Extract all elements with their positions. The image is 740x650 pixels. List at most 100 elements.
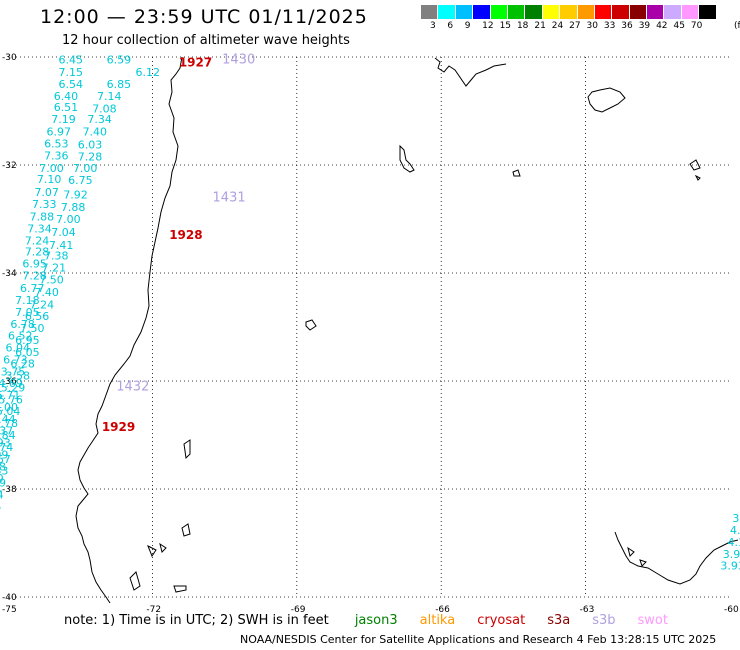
wave-height-value: 7.07 bbox=[34, 186, 59, 199]
scale-label: 6 bbox=[447, 21, 454, 31]
scale-swatch: 36 bbox=[612, 5, 633, 31]
coastline-small-l bbox=[627, 546, 635, 557]
orbit-label: 1928 bbox=[169, 228, 202, 242]
wave-height-value: 6.75 bbox=[68, 174, 93, 187]
wave-height-value: 7.04 bbox=[51, 226, 76, 239]
scale-label: 21 bbox=[534, 21, 546, 31]
wave-height-value: 4.68 bbox=[0, 460, 6, 473]
scale-swatch: 18 bbox=[507, 5, 528, 31]
wave-height-value: 7.33 bbox=[32, 198, 57, 211]
wave-height-value: 7.40 bbox=[83, 126, 108, 139]
map-subtitle: 12 hour collection of altimeter wave hei… bbox=[62, 33, 350, 48]
wave-height-value: 7.15 bbox=[59, 66, 84, 79]
wave-height-value: 5.71 bbox=[0, 389, 20, 402]
wave-height-value: 6.95 bbox=[15, 334, 40, 347]
wave-height-value: 6.54 bbox=[59, 78, 84, 91]
coastline-small-g bbox=[181, 523, 191, 537]
orbit-labels: 1927 1430 1431 1928 1432 1929 bbox=[102, 53, 255, 434]
wave-height-value: 6.77 bbox=[20, 282, 45, 295]
coastline-small-c bbox=[689, 159, 701, 171]
scale-label: 3 bbox=[430, 21, 436, 31]
wave-height-value: 6.03 bbox=[78, 138, 103, 151]
wave-height-value: 4.84 bbox=[0, 429, 16, 442]
wave-height-value: 7.88 bbox=[30, 210, 55, 223]
coastline-argentina-north bbox=[434, 57, 507, 87]
scale-swatch: 3 bbox=[421, 5, 439, 31]
wave-height-value: 7.28 bbox=[78, 150, 103, 163]
scale-label: 24 bbox=[551, 21, 564, 31]
wave-height-value: 6.85 bbox=[107, 78, 132, 91]
notes-prefix: note: 1) Time is in UTC; 2) SWH is in fe… bbox=[64, 613, 329, 628]
lat-label: -38 bbox=[2, 485, 17, 495]
coastline-small-e bbox=[305, 319, 317, 331]
coastline-small-j bbox=[129, 571, 141, 591]
scale-label: 42 bbox=[656, 21, 668, 31]
wave-height-value: 7.08 bbox=[92, 102, 117, 115]
coastline-patagonia bbox=[614, 531, 739, 585]
wave-height-value: 3.93 bbox=[720, 560, 740, 573]
wave-height-value: 6.51 bbox=[54, 101, 78, 114]
wave-height-value: 3.83 bbox=[0, 465, 8, 478]
scale-swatch: 42 bbox=[647, 5, 668, 31]
lon-label: -75 bbox=[2, 605, 17, 615]
wave-height-value: 7.24 bbox=[30, 298, 55, 311]
lon-label: -60 bbox=[724, 605, 739, 615]
wave-height-value: 4.93 bbox=[0, 437, 11, 450]
map-grid bbox=[8, 56, 730, 598]
wave-height-value: 7.34 bbox=[27, 223, 52, 236]
satellite-swot: swot bbox=[637, 613, 668, 628]
coastlines bbox=[75, 56, 739, 604]
coastline-small-h bbox=[147, 544, 157, 558]
wave-height-value: 5.37 bbox=[0, 425, 13, 438]
wave-height-value: 7.10 bbox=[37, 173, 62, 186]
scale-swatch: 70 bbox=[681, 5, 702, 31]
wave-height-value: 4.44 bbox=[0, 488, 4, 501]
wave-height-value: 7.19 bbox=[51, 113, 76, 126]
wave-height-value: 3.59 bbox=[0, 477, 6, 490]
scale-swatch: 12 bbox=[473, 5, 494, 31]
wave-height-value: 6.59 bbox=[107, 54, 132, 67]
wave-height-value: 3.75 bbox=[1, 365, 26, 378]
wave-height-value: 6.73 bbox=[3, 353, 28, 366]
map-title: 12:00 — 23:59 UTC 01/11/2025 bbox=[40, 6, 368, 28]
coastline-peninsula bbox=[587, 87, 626, 113]
lat-label: -40 bbox=[2, 593, 17, 603]
wave-height-value: 6.45 bbox=[59, 54, 84, 67]
orbit-label: 1432 bbox=[116, 379, 149, 394]
scale-swatch: 30 bbox=[577, 5, 598, 31]
scale-swatch: 33 bbox=[594, 5, 615, 31]
wave-height-value: 3.46 bbox=[0, 484, 1, 497]
wave-height-value: 6.78 bbox=[10, 318, 35, 331]
lon-label: -63 bbox=[580, 605, 595, 615]
scale-swatch bbox=[699, 5, 717, 19]
lon-label: -69 bbox=[291, 605, 306, 615]
satellite-altika: altika bbox=[419, 613, 456, 628]
scale-unit: (ft) bbox=[734, 21, 740, 31]
satellite-s3a: s3a bbox=[547, 613, 571, 628]
scale-label: 9 bbox=[464, 21, 471, 31]
wave-height-value: 3.95 bbox=[723, 548, 740, 561]
orbit-label: 1929 bbox=[102, 420, 135, 434]
wave-height-value: 7.28 bbox=[22, 270, 47, 283]
wave-height-value: 7.40 bbox=[34, 286, 59, 299]
wave-height-value: 7.34 bbox=[87, 113, 112, 126]
wave-height-value: 6.53 bbox=[44, 137, 69, 150]
coastline-small-a bbox=[399, 144, 415, 173]
wave-height-value: 3.74 bbox=[732, 512, 740, 525]
wave-height-value: 6.56 bbox=[25, 310, 49, 323]
wave-height-value: 7.00 bbox=[56, 213, 81, 226]
wave-height-value: 3.58 bbox=[6, 370, 31, 383]
wave-height-value: 5.04 bbox=[0, 405, 20, 418]
wave-height-value: 5.29 bbox=[1, 381, 26, 394]
wave-height-value: 6.97 bbox=[46, 126, 70, 139]
scale-swatch: 39 bbox=[629, 5, 650, 31]
coastline-small-d bbox=[694, 174, 701, 181]
wave-height-value: 6.00 bbox=[0, 401, 18, 414]
wave-height-value: 4.09 bbox=[0, 448, 8, 461]
scale-swatch: 9 bbox=[455, 5, 474, 31]
footer-credit: NOAA/NESDIS Center for Satellite Applica… bbox=[240, 633, 717, 646]
orbit-label: 1430 bbox=[222, 53, 255, 68]
coastline-small-i bbox=[159, 542, 167, 553]
wave-height-value: 7.24 bbox=[25, 235, 49, 248]
wave-height-value: 7.00 bbox=[39, 162, 64, 175]
